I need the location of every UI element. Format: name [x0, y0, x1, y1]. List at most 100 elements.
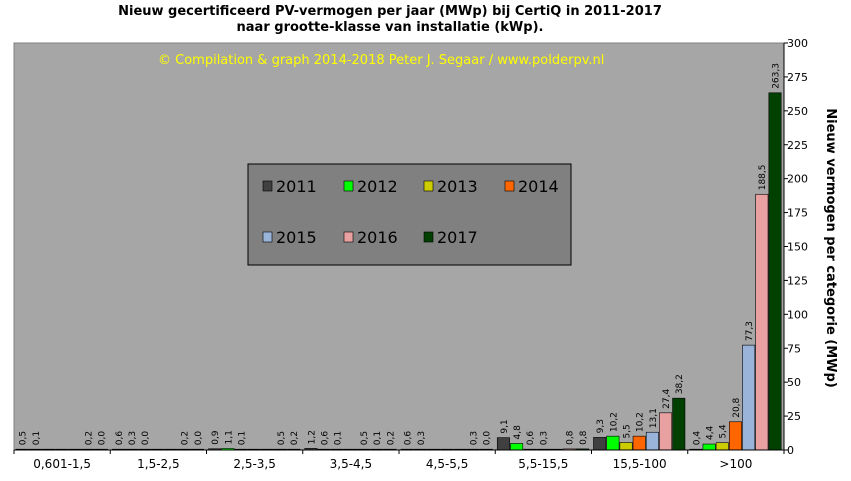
- data-label-2012-1: 0,3: [128, 431, 138, 445]
- y-tick-label-1: 25: [787, 410, 801, 423]
- data-label-2012-5: 4,8: [513, 425, 523, 440]
- legend-label-2012: 2012: [357, 177, 398, 196]
- y-tick-label-5: 125: [787, 274, 808, 287]
- x-tick-label-5: 5,5-15,5: [518, 457, 568, 471]
- data-label-2011-0: 0,5: [19, 431, 29, 445]
- data-label-2014-6: 10,2: [636, 412, 646, 432]
- legend: 2011 2012 2013 2014 2015 2016 2017: [247, 163, 572, 266]
- legend-swatch-2011: [262, 180, 273, 192]
- bar-2012-5: [510, 443, 524, 451]
- bar-2013-7: [715, 442, 729, 451]
- y-tick-label-12: 300: [787, 37, 808, 50]
- data-label-2011-7: 0,4: [692, 431, 702, 446]
- bar-2014-7: [728, 421, 742, 451]
- data-label-2016-3: 0,1: [373, 431, 383, 445]
- data-label-2015-3: 0,5: [360, 431, 370, 445]
- data-label-2011-2: 0,9: [211, 430, 221, 445]
- data-label-2011-5: 9,1: [500, 419, 510, 433]
- bar-2011-6: [593, 437, 607, 451]
- data-label-2016-5: 0,8: [566, 430, 576, 445]
- legend-label-2011: 2011: [276, 177, 317, 196]
- data-label-2016-1: 0,2: [181, 431, 191, 445]
- x-tick-label-6: 15,5-100: [613, 457, 667, 471]
- x-tick-label-4: 4,5-5,5: [426, 457, 469, 471]
- data-label-2013-6: 5,5: [622, 424, 632, 438]
- data-label-2011-3: 1,2: [307, 430, 317, 444]
- data-labels-group: 0,5 0,6 0,9 1,2 0,69,1 9,30,40,1 0,3 1,1 0,6 0,3 4…: [19, 63, 782, 445]
- data-label-2017-1: 0,0: [194, 431, 204, 446]
- bar-2016-7: [755, 193, 769, 451]
- legend-label-2017: 2017: [437, 228, 478, 247]
- x-tick-label-1: 1,5-2,5: [137, 457, 180, 471]
- legend-swatch-2012: [343, 180, 354, 192]
- data-label-2013-2: 0,1: [237, 431, 247, 445]
- bar-2012-6: [606, 435, 620, 451]
- data-label-2013-5: 0,6: [526, 431, 536, 446]
- x-tick-label-7: >100: [719, 457, 752, 471]
- data-label-2013-3: 0,1: [334, 431, 344, 445]
- data-label-2016-0: 0,2: [84, 431, 94, 445]
- bar-2016-6: [659, 412, 673, 451]
- y-tick-label-9: 225: [787, 139, 808, 152]
- legend-label-2016: 2016: [357, 228, 398, 247]
- data-label-2014-5: 0,3: [539, 431, 549, 445]
- axes-group: 0,601-1,5 1,5-2,5 2,5-3,5 3,5-4,5 4,5-5,5 5,5…: [13, 37, 808, 471]
- chart-title-line1: Nieuw gecertificeerd PV-vermogen per jaa…: [118, 4, 662, 19]
- data-label-2011-6: 9,3: [596, 419, 606, 433]
- legend-box: [247, 163, 572, 266]
- data-label-2012-7: 4,4: [706, 425, 716, 440]
- legend-swatch-2014: [504, 180, 515, 192]
- data-label-2015-7: 77,3: [745, 321, 755, 341]
- legend-swatch-2015: [262, 231, 273, 243]
- y-tick-label-7: 175: [787, 207, 808, 220]
- data-label-2012-0: 0,1: [32, 431, 42, 445]
- legend-swatch-2013: [423, 180, 434, 192]
- y-tick-label-0: 0: [787, 444, 794, 457]
- data-label-2013-7: 5,4: [719, 424, 729, 439]
- data-label-2017-4: 0,0: [483, 431, 493, 446]
- y-tick-label-8: 200: [787, 173, 808, 186]
- data-label-2011-1: 0,6: [115, 431, 125, 446]
- data-label-2016-7: 188,5: [758, 165, 768, 191]
- chart-title-line2: naar grootte-klasse van installatie (kWp…: [236, 20, 544, 35]
- x-tick-label-0: 0,601-1,5: [33, 457, 91, 471]
- data-label-2015-6: 13,1: [649, 408, 659, 428]
- bar-2013-6: [619, 442, 633, 451]
- data-label-2017-5: 0,8: [579, 430, 589, 445]
- bar-2011-5: [496, 437, 510, 451]
- y-axis-label: Nieuw vermogen per categorie (MWp): [823, 108, 838, 388]
- data-label-2016-6: 27,4: [662, 389, 672, 409]
- data-label-2016-2: 0,5: [277, 431, 287, 445]
- data-label-2017-7: 263,3: [771, 63, 781, 89]
- bar-2014-6: [632, 435, 646, 451]
- data-label-2012-6: 10,2: [609, 412, 619, 432]
- data-label-2017-0: 0,0: [98, 431, 108, 446]
- bar-2017-6: [672, 397, 686, 451]
- data-label-2016-4: 0,3: [469, 431, 479, 445]
- y-tick-label-4: 100: [787, 308, 808, 321]
- data-label-2017-2: 0,2: [290, 431, 300, 445]
- data-label-2012-3: 0,6: [321, 431, 331, 446]
- bar-2017-7: [768, 92, 782, 451]
- x-tick-label-3: 3,5-4,5: [330, 457, 373, 471]
- credit-text: © Compilation & graph 2014-2018 Peter J.…: [158, 53, 604, 68]
- y-tick-label-6: 150: [787, 241, 808, 254]
- data-label-2017-3: 0,2: [386, 431, 396, 445]
- legend-label-2015: 2015: [276, 228, 317, 247]
- data-label-2017-6: 38,2: [675, 374, 685, 394]
- data-label-2013-1: 0,0: [141, 431, 151, 446]
- data-label-2014-7: 20,8: [732, 397, 742, 417]
- legend-swatch-2017: [423, 231, 434, 243]
- data-label-2011-4: 0,6: [404, 431, 414, 446]
- y-tick-label-10: 250: [787, 105, 808, 118]
- y-tick-label-11: 275: [787, 71, 808, 84]
- bar-2012-7: [702, 443, 716, 451]
- bar-2015-6: [645, 431, 659, 451]
- x-tick-label-2: 2,5-3,5: [233, 457, 276, 471]
- data-label-2012-4: 0,3: [417, 431, 427, 445]
- data-label-2012-2: 1,1: [224, 430, 234, 444]
- y-tick-label-3: 75: [787, 342, 801, 355]
- legend-swatch-2016: [343, 231, 354, 243]
- bar-2015-7: [742, 344, 756, 451]
